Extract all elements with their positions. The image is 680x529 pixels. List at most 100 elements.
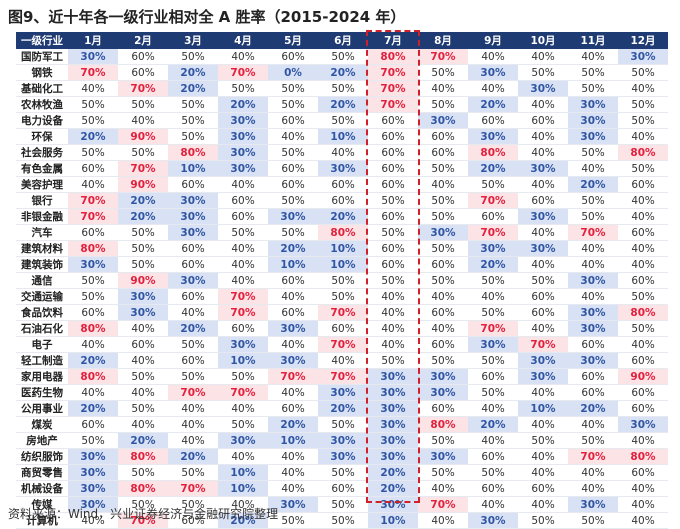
value-cell: 50% (418, 64, 468, 81)
value-cell: 70% (268, 368, 318, 385)
value-cell: 60% (418, 144, 468, 161)
value-cell: 30% (118, 304, 168, 321)
industry-name: 基础化工 (16, 80, 68, 97)
value-cell: 40% (418, 512, 468, 529)
value-cell: 40% (118, 416, 168, 433)
value-cell: 20% (218, 96, 268, 113)
value-cell: 50% (518, 64, 568, 81)
value-cell: 50% (268, 80, 318, 97)
industry-name: 美容护理 (16, 176, 68, 193)
value-cell: 30% (368, 448, 418, 465)
value-cell: 60% (118, 49, 168, 65)
value-cell: 50% (318, 496, 368, 513)
value-cell: 40% (118, 320, 168, 337)
industry-name: 环保 (16, 128, 68, 145)
value-cell: 50% (318, 416, 368, 433)
value-cell: 50% (268, 224, 318, 241)
value-cell: 60% (518, 192, 568, 209)
value-cell: 50% (568, 208, 618, 225)
value-cell: 20% (468, 160, 518, 177)
value-cell: 80% (118, 480, 168, 497)
value-cell: 40% (268, 480, 318, 497)
value-cell: 50% (168, 496, 218, 513)
value-cell: 40% (618, 240, 668, 257)
value-cell: 40% (518, 224, 568, 241)
value-cell: 50% (418, 352, 468, 369)
value-cell: 60% (118, 64, 168, 81)
value-cell: 50% (568, 432, 618, 449)
value-cell: 10% (218, 480, 268, 497)
value-cell: 40% (368, 336, 418, 353)
row: 传媒 30% 50% 50% 40% 30% 50% 30% 70% 40% 40% 30% 40% (16, 496, 668, 513)
header-cell: 一级行业 (16, 32, 68, 49)
value-cell: 40% (618, 480, 668, 497)
value-cell: 40% (468, 432, 518, 449)
value-cell: 60% (468, 448, 518, 465)
value-cell: 10% (218, 352, 268, 369)
value-cell: 20% (468, 256, 518, 273)
value-cell: 40% (518, 144, 568, 161)
value-cell: 50% (168, 128, 218, 145)
value-cell: 30% (468, 336, 518, 353)
value-cell: 60% (618, 272, 668, 289)
value-cell: 50% (268, 96, 318, 113)
value-cell: 80% (318, 224, 368, 241)
row: 公用事业 20% 50% 40% 40% 60% 20% 30% 60% 40% 10% 20% 60% (16, 400, 668, 417)
value-cell: 40% (568, 464, 618, 481)
value-cell: 50% (68, 96, 118, 113)
value-cell: 40% (218, 256, 268, 273)
header-cell: 7月 (368, 32, 418, 49)
value-cell: 60% (268, 49, 318, 65)
value-cell: 30% (268, 496, 318, 513)
value-cell: 70% (118, 512, 168, 529)
value-cell: 40% (268, 128, 318, 145)
value-cell: 60% (318, 176, 368, 193)
row: 有色金属 60% 70% 10% 30% 60% 30% 60% 50% 20% 30% 40% 50% (16, 160, 668, 177)
value-cell: 60% (368, 112, 418, 129)
value-cell: 50% (418, 240, 468, 257)
value-cell: 60% (118, 336, 168, 353)
value-cell: 30% (168, 192, 218, 209)
value-cell: 20% (568, 400, 618, 417)
value-cell: 40% (268, 448, 318, 465)
value-cell: 60% (268, 304, 318, 321)
value-cell: 50% (268, 512, 318, 529)
value-cell: 20% (368, 480, 418, 497)
row: 汽车 60% 50% 30% 50% 50% 80% 50% 30% 70% 40% 70% 60% (16, 224, 668, 241)
value-cell: 30% (568, 496, 618, 513)
title: 图9、近十年各一级行业相对全 A 胜率（2015-2024 年） (8, 8, 406, 26)
row: 建筑装饰 30% 50% 60% 40% 10% 10% 60% 60% 20% 40% 40% 40% (16, 256, 668, 273)
value-cell: 30% (318, 384, 368, 401)
value-cell: 30% (368, 384, 418, 401)
value-cell: 10% (368, 512, 418, 529)
row: 电子 40% 60% 50% 30% 40% 70% 40% 60% 30% 70% 60% 40% (16, 336, 668, 353)
value-cell: 70% (318, 336, 368, 353)
value-cell: 60% (268, 112, 318, 129)
value-cell: 50% (118, 240, 168, 257)
value-cell: 60% (168, 512, 218, 529)
header-cell: 3月 (168, 32, 218, 49)
value-cell: 50% (618, 288, 668, 305)
value-cell: 70% (218, 288, 268, 305)
value-cell: 60% (468, 208, 518, 225)
value-cell: 30% (518, 368, 568, 385)
value-cell: 50% (318, 464, 368, 481)
value-cell: 50% (118, 96, 168, 113)
value-cell: 50% (168, 368, 218, 385)
value-cell: 90% (118, 176, 168, 193)
header-cell: 11月 (568, 32, 618, 49)
value-cell: 50% (268, 192, 318, 209)
value-cell: 30% (468, 64, 518, 81)
value-cell: 50% (118, 256, 168, 273)
value-cell: 40% (68, 176, 118, 193)
value-cell: 50% (318, 288, 368, 305)
industry-name: 汽车 (16, 224, 68, 241)
row: 环保 20% 90% 50% 30% 40% 10% 60% 60% 30% 40% 30% 40% (16, 128, 668, 145)
row: 国防军工 30% 60% 50% 40% 60% 50% 80% 70% 40% 40% 40% 30% (16, 49, 668, 65)
highlight-box (366, 30, 420, 503)
header-cell: 10月 (518, 32, 568, 49)
value-cell: 50% (68, 144, 118, 161)
industry-name: 有色金属 (16, 160, 68, 177)
value-cell: 50% (118, 224, 168, 241)
